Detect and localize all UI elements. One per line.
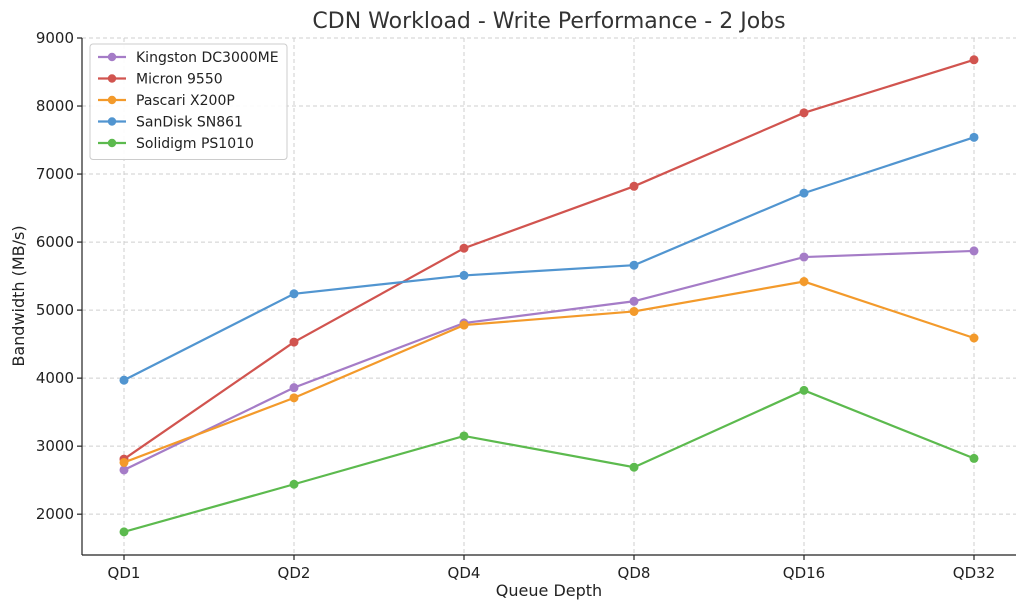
legend-marker	[107, 52, 117, 62]
legend-marker	[107, 138, 117, 148]
series-line	[123, 249, 975, 471]
chart-title: CDN Workload - Write Performance - 2 Job…	[312, 9, 785, 34]
data-point	[119, 457, 129, 467]
data-point	[969, 333, 979, 343]
legend-label: Solidigm PS1010	[136, 136, 254, 152]
series-kingston-dc3000me	[119, 246, 979, 475]
legend-marker	[107, 74, 117, 83]
x-axis-title: Queue Depth	[496, 581, 602, 600]
series-line	[123, 58, 975, 460]
data-point	[459, 243, 469, 253]
legend-item: SanDisk SN861	[98, 115, 243, 131]
x-tick-label: QD2	[278, 564, 311, 582]
legend-label: Micron 9550	[136, 72, 223, 88]
y-tick-label: 6000	[36, 233, 74, 251]
legend-item: Kingston DC3000ME	[98, 50, 279, 66]
series-solidigm-ps1010	[119, 385, 979, 537]
y-tick-label: 8000	[36, 97, 74, 115]
data-point	[629, 306, 639, 316]
data-point	[799, 277, 809, 287]
data-point	[119, 375, 129, 385]
series-pascari-x200p	[119, 277, 979, 467]
data-point	[289, 289, 299, 299]
series-micron-9550	[119, 55, 979, 464]
legend-label: Kingston DC3000ME	[136, 50, 279, 66]
data-point	[289, 479, 299, 489]
y-tick-label: 7000	[36, 165, 74, 183]
data-point	[969, 246, 979, 256]
legend-label: SanDisk SN861	[136, 115, 243, 131]
data-point	[459, 320, 469, 330]
data-point	[969, 453, 979, 463]
x-tick-label: QD16	[783, 564, 825, 582]
data-point	[289, 383, 299, 393]
legend: Kingston DC3000ME Micron 9550 Pascari X200…	[89, 43, 288, 160]
legend-item: Solidigm PS1010	[98, 136, 254, 152]
x-tick-label: QD32	[953, 564, 995, 582]
legend-marker	[107, 95, 117, 105]
axes	[81, 38, 1016, 556]
tick-labels: 2000 3000 4000 5000 6000 7000 8000 9000 QD1 QD2 QD…	[36, 29, 995, 582]
data-point	[289, 393, 299, 403]
data-point	[119, 527, 129, 537]
legend-label: Pascari X200P	[136, 93, 235, 109]
x-tick-label: QD4	[448, 564, 481, 582]
data-point	[969, 132, 979, 142]
y-tick-label: 3000	[36, 437, 74, 455]
data-point	[629, 181, 639, 191]
legend-item: Micron 9550	[98, 72, 223, 88]
data-point	[629, 260, 639, 270]
series-sandisk-sn861	[119, 132, 979, 385]
data-point	[459, 270, 469, 280]
series-line	[123, 389, 975, 533]
data-point	[799, 108, 809, 118]
y-tick-label: 2000	[36, 505, 74, 523]
data-point	[289, 337, 299, 347]
data-point	[119, 465, 129, 475]
x-tick-label: QD1	[108, 564, 141, 582]
series-line	[123, 136, 975, 382]
y-tick-label: 9000	[36, 29, 74, 47]
data-point	[799, 252, 809, 262]
legend-marker	[107, 117, 117, 126]
data-point	[459, 431, 469, 441]
y-axis-title: Bandwidth (MB/s)	[9, 225, 28, 366]
y-tick-label: 4000	[36, 369, 74, 387]
series-lines	[119, 55, 979, 537]
x-tick-label: QD8	[618, 564, 651, 582]
data-point	[799, 385, 809, 395]
data-point	[629, 462, 639, 472]
data-point	[799, 188, 809, 198]
y-tick-label: 5000	[36, 301, 74, 319]
legend-box	[89, 43, 288, 160]
data-point	[969, 55, 979, 65]
series-line	[123, 280, 975, 464]
data-point	[629, 296, 639, 306]
legend-item: Pascari X200P	[98, 93, 235, 109]
